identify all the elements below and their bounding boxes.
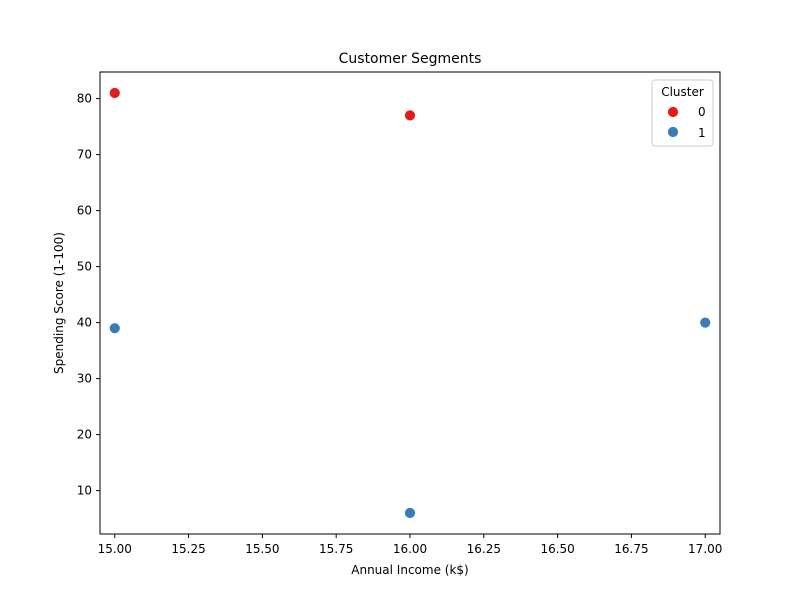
legend-box	[651, 79, 714, 147]
x-axis-label: Annual Income (k$)	[351, 563, 468, 577]
legend-label-cluster-0: 0	[698, 105, 706, 119]
y-tick-label: 20	[77, 428, 92, 442]
legend-marker-cluster-0	[667, 106, 679, 118]
y-tick-label: 10	[77, 484, 92, 498]
x-tick-label: 15.75	[319, 542, 353, 556]
data-point-cluster-1	[404, 507, 416, 519]
y-tick-label: 50	[77, 260, 92, 274]
points-layer	[108, 87, 712, 519]
y-tick-label: 70	[77, 148, 92, 162]
legend-title: Cluster	[661, 85, 704, 99]
x-tick-label: 16.50	[540, 542, 574, 556]
legend-marker-cluster-1	[667, 126, 679, 138]
y-axis-label: Spending Score (1-100)	[52, 232, 66, 374]
data-point-cluster-1	[699, 316, 712, 329]
y-tick-label: 60	[77, 204, 92, 218]
data-point-cluster-1	[108, 322, 121, 335]
ticks-layer: 15.00 15.25 15.50 15.75 16.00 16.25 16.50 16.75…	[77, 92, 723, 556]
plot-frame	[99, 71, 721, 535]
x-tick-label: 15.50	[245, 542, 279, 556]
y-tick-label: 80	[77, 92, 92, 106]
chart-title: Customer Segments	[339, 51, 482, 67]
legend: Cluster 0 1	[651, 79, 714, 147]
y-tick-label: 40	[77, 316, 92, 330]
y-tick-label: 30	[77, 372, 92, 386]
x-tick-label: 15.25	[171, 542, 205, 556]
x-tick-label: 17.00	[688, 542, 722, 556]
x-tick-label: 16.00	[393, 542, 427, 556]
data-point-cluster-0	[404, 109, 416, 122]
legend-label-cluster-1: 1	[698, 126, 706, 140]
x-tick-label: 16.75	[614, 542, 648, 556]
data-point-cluster-0	[108, 87, 121, 99]
x-tick-label: 16.25	[467, 542, 501, 556]
x-tick-label: 15.00	[98, 542, 132, 556]
